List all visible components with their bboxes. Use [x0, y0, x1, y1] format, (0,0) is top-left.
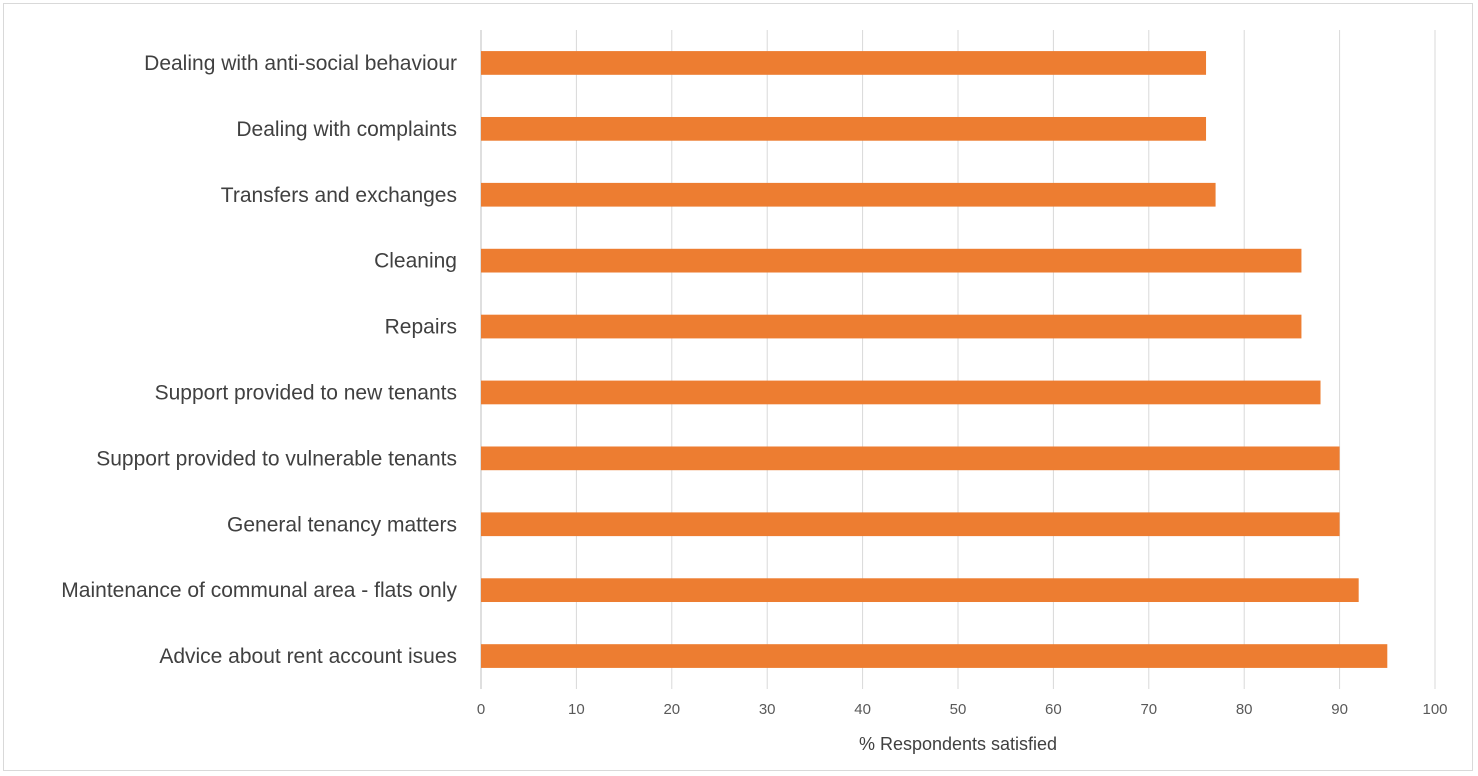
bar [481, 380, 1321, 405]
category-label: Dealing with anti-social behaviour [144, 52, 457, 75]
category-label: Dealing with complaints [236, 118, 457, 141]
bar [481, 446, 1340, 471]
x-tick-labels: 0 10 20 30 40 50 60 70 80 90 100 [477, 701, 1448, 718]
category-label: Maintenance of communal area - flats onl… [61, 579, 457, 602]
bar [481, 644, 1388, 668]
category-label: Repairs [385, 316, 457, 339]
x-tick-label: 20 [663, 701, 680, 718]
category-label: Transfers and exchanges [221, 184, 457, 207]
category-label: Support provided to vulnerable tenants [96, 447, 457, 470]
category-label: Advice about rent account isues [159, 645, 457, 668]
x-tick-label: 50 [950, 701, 967, 718]
bars [481, 51, 1388, 668]
x-tick-label: 70 [1140, 701, 1157, 718]
x-tick-label: 30 [759, 701, 776, 718]
bar [481, 182, 1216, 207]
bar [481, 248, 1302, 273]
bar [481, 314, 1302, 339]
bar [481, 512, 1340, 537]
bar [481, 51, 1207, 75]
x-tick-label: 0 [477, 701, 485, 718]
x-axis-title: % Respondents satisfied [859, 734, 1057, 754]
bar [481, 578, 1359, 603]
x-tick-label: 80 [1236, 701, 1253, 718]
category-label: Cleaning [374, 250, 457, 273]
category-labels: Dealing with anti-social behaviour Dealin… [61, 52, 457, 668]
x-tick-label: 90 [1331, 701, 1348, 718]
category-label: General tenancy matters [227, 513, 457, 536]
bar [481, 116, 1207, 141]
x-tick-label: 100 [1422, 701, 1447, 718]
category-label: Support provided to new tenants [155, 381, 457, 404]
x-tick-label: 60 [1045, 701, 1062, 718]
x-tick-label: 40 [854, 701, 871, 718]
x-tick-label: 10 [568, 701, 585, 718]
